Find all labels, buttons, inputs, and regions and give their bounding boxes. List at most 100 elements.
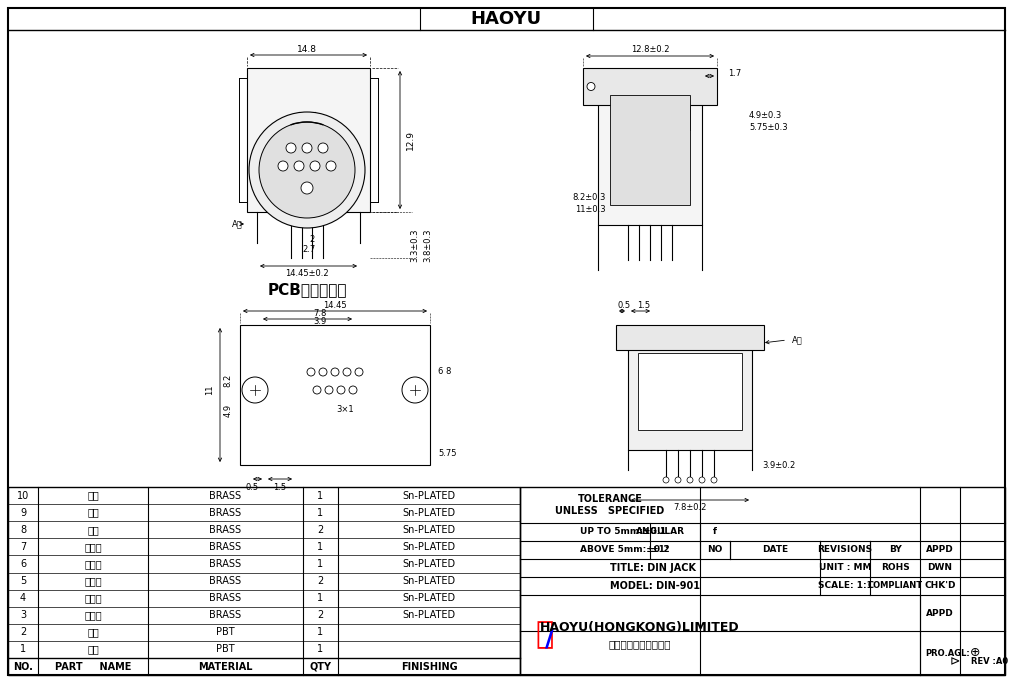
- Text: 0.5: 0.5: [618, 301, 630, 311]
- Circle shape: [675, 477, 681, 483]
- Bar: [610, 95, 690, 205]
- Text: ⊕: ⊕: [969, 647, 981, 660]
- Text: 2: 2: [317, 525, 323, 535]
- Bar: [247, 68, 370, 212]
- Text: 盖座: 盖座: [87, 645, 99, 654]
- Text: 3: 3: [20, 610, 26, 620]
- Text: BRASS: BRASS: [210, 559, 241, 569]
- Circle shape: [278, 161, 288, 171]
- Circle shape: [687, 477, 693, 483]
- Text: ⊳: ⊳: [950, 656, 960, 669]
- Text: UP TO 5mm:±0.1: UP TO 5mm:±0.1: [580, 527, 667, 537]
- Text: APPD: APPD: [926, 546, 954, 555]
- Text: 1: 1: [317, 559, 323, 569]
- Text: 1: 1: [317, 628, 323, 637]
- Text: Sn-PLATED: Sn-PLATED: [402, 525, 456, 535]
- Bar: [583, 68, 717, 105]
- Text: BRASS: BRASS: [210, 542, 241, 552]
- Text: 8.2: 8.2: [224, 374, 233, 387]
- Text: 左长针: 左长针: [84, 593, 102, 603]
- Text: APPD: APPD: [926, 609, 954, 617]
- Text: 6: 6: [20, 559, 26, 569]
- Text: /: /: [545, 626, 554, 650]
- Circle shape: [259, 122, 355, 218]
- Text: 1: 1: [317, 507, 323, 518]
- Text: 1.5: 1.5: [637, 301, 650, 311]
- Text: CHK'D: CHK'D: [924, 581, 955, 591]
- Text: BRASS: BRASS: [210, 507, 241, 518]
- Text: UNIT : MM: UNIT : MM: [819, 563, 871, 572]
- Text: Sn-PLATED: Sn-PLATED: [402, 610, 456, 620]
- Text: BY: BY: [888, 546, 902, 555]
- Text: REVISIONS: REVISIONS: [817, 546, 872, 555]
- Text: 中针: 中针: [87, 525, 99, 535]
- Text: 1.7: 1.7: [728, 68, 742, 77]
- Text: 2.7: 2.7: [302, 245, 316, 253]
- Text: 1: 1: [317, 645, 323, 654]
- Text: Sn-PLATED: Sn-PLATED: [402, 542, 456, 552]
- Bar: [8, 487, 520, 675]
- Text: BRASS: BRASS: [210, 576, 241, 586]
- Text: 左中针: 左中针: [84, 559, 102, 569]
- Bar: [598, 90, 702, 225]
- Text: Sn-PLATED: Sn-PLATED: [402, 576, 456, 586]
- Text: Sn-PLATED: Sn-PLATED: [402, 593, 456, 603]
- Text: 10: 10: [17, 490, 29, 501]
- Text: DWN: DWN: [928, 563, 952, 572]
- Text: 0.5: 0.5: [245, 482, 258, 492]
- Circle shape: [699, 477, 705, 483]
- Text: PRO.AGL:: PRO.AGL:: [925, 648, 969, 658]
- Text: 1: 1: [317, 542, 323, 552]
- Text: COMPLIANT: COMPLIANT: [867, 581, 923, 591]
- Circle shape: [318, 143, 328, 153]
- Text: 14.8: 14.8: [297, 46, 317, 55]
- Text: 5.75: 5.75: [438, 449, 457, 458]
- Text: ROHS: ROHS: [880, 563, 910, 572]
- Text: PART     NAME: PART NAME: [55, 662, 132, 671]
- Circle shape: [310, 161, 320, 171]
- Circle shape: [286, 143, 296, 153]
- Circle shape: [294, 161, 304, 171]
- Text: 4.9: 4.9: [224, 404, 233, 417]
- Text: 1.5: 1.5: [274, 482, 287, 492]
- Circle shape: [326, 161, 336, 171]
- Text: 3.9±0.2: 3.9±0.2: [762, 460, 795, 469]
- Text: 3.9: 3.9: [313, 316, 326, 326]
- Text: 3×1: 3×1: [336, 406, 354, 415]
- Text: BRASS: BRASS: [210, 525, 241, 535]
- Text: 量子: 量子: [87, 628, 99, 637]
- Text: A向: A向: [232, 219, 242, 229]
- Text: DATE: DATE: [762, 546, 788, 555]
- Text: 3.3±0.3: 3.3±0.3: [410, 228, 419, 262]
- Text: A向: A向: [792, 335, 802, 344]
- Circle shape: [711, 477, 717, 483]
- Text: HAOYU(HONGKONG)LIMITED: HAOYU(HONGKONG)LIMITED: [540, 622, 739, 635]
- Text: 帽壳: 帽壳: [87, 490, 99, 501]
- Text: HAOYU: HAOYU: [470, 10, 542, 28]
- Text: 3.8±0.3: 3.8±0.3: [423, 228, 433, 262]
- Text: 右中针: 右中针: [84, 542, 102, 552]
- Bar: [616, 325, 764, 350]
- Text: Sn-PLATED: Sn-PLATED: [402, 559, 456, 569]
- Bar: [520, 487, 1005, 675]
- Text: NO: NO: [707, 546, 722, 555]
- Circle shape: [587, 83, 595, 91]
- Text: 2: 2: [317, 576, 323, 586]
- Text: TITLE: DIN JACK: TITLE: DIN JACK: [610, 563, 696, 573]
- Text: BRASS: BRASS: [210, 610, 241, 620]
- Bar: [674, 105, 690, 130]
- Text: 右长针: 右长针: [84, 576, 102, 586]
- Text: Sn-PLATED: Sn-PLATED: [402, 507, 456, 518]
- Text: FINISHING: FINISHING: [401, 662, 457, 671]
- Text: PCB板安装子图: PCB板安装子图: [267, 283, 346, 298]
- Bar: [628, 345, 752, 450]
- Text: 14.45±0.2: 14.45±0.2: [286, 270, 329, 279]
- Text: 7.8: 7.8: [313, 309, 326, 318]
- Text: 2: 2: [317, 610, 323, 620]
- Text: 12.9: 12.9: [405, 130, 414, 150]
- Text: 11: 11: [206, 385, 215, 395]
- Text: 8: 8: [20, 525, 26, 535]
- Text: 5: 5: [20, 576, 26, 586]
- Text: 4: 4: [20, 593, 26, 603]
- Text: 4.9±0.3: 4.9±0.3: [749, 111, 782, 120]
